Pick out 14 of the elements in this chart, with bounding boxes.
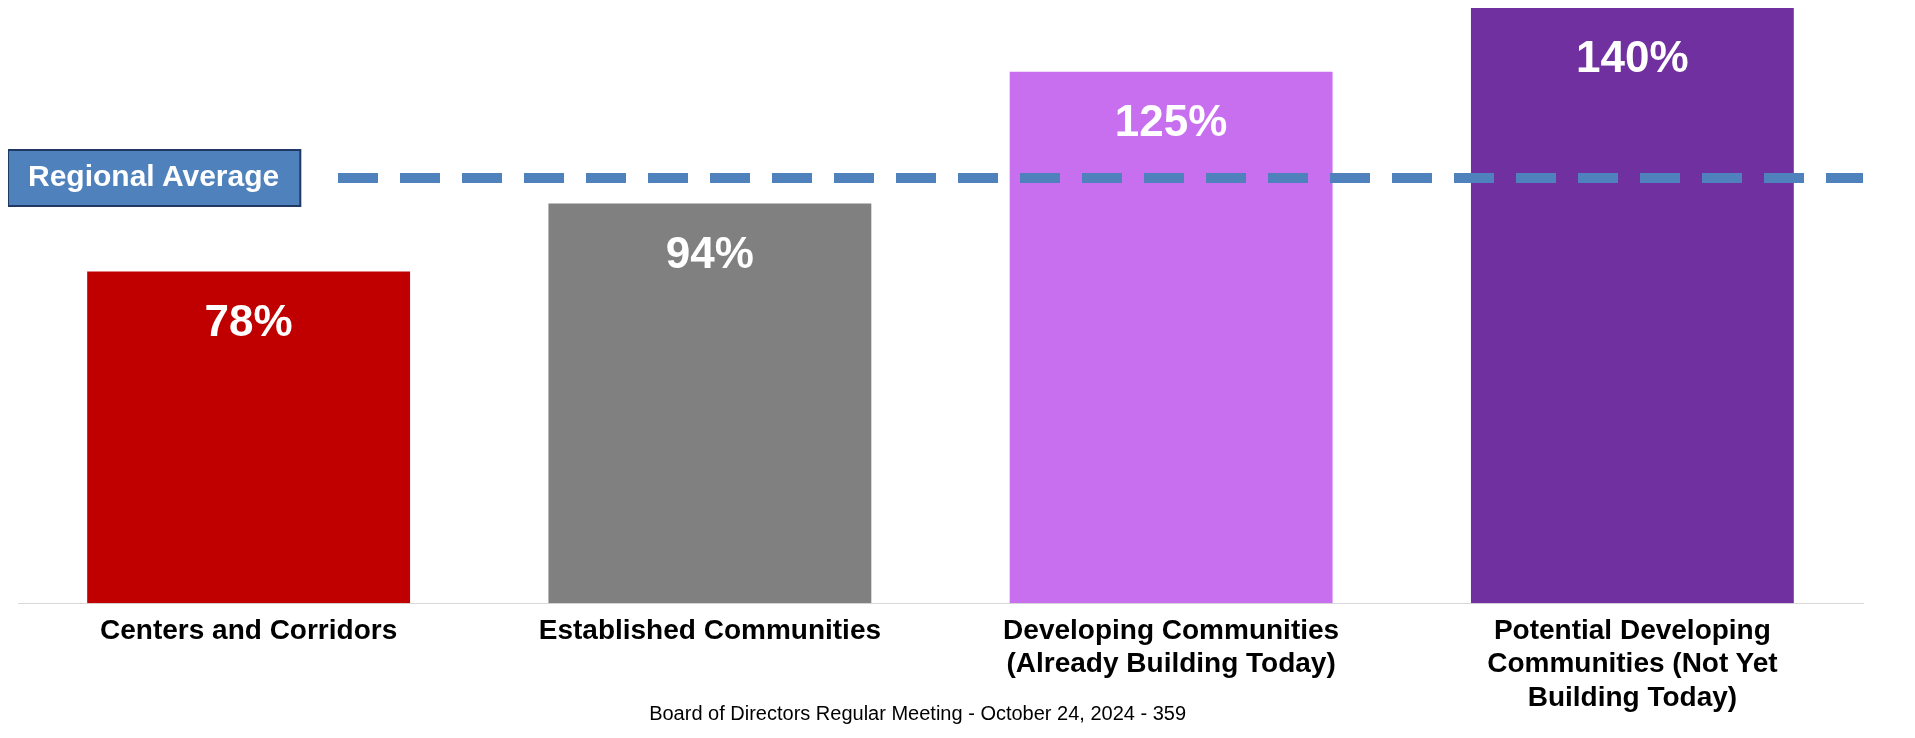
data-label: 78% xyxy=(204,295,293,345)
bar xyxy=(87,271,411,604)
bar xyxy=(1470,8,1794,604)
data-label: 94% xyxy=(665,227,754,277)
x-tick-label: Developing Communities (Already Building Today) xyxy=(1003,613,1340,679)
text: Board of Directors Regular Meeting - October 24, 2024 - 359 xyxy=(649,701,1187,724)
bar xyxy=(1009,71,1333,604)
data-label: 125% xyxy=(1114,95,1228,145)
x-tick-label: Established Communities xyxy=(538,613,882,645)
x-tick-label: Potential Developing Communities (Not Yet Building Today) xyxy=(1487,613,1778,712)
data-label: 140% xyxy=(1576,32,1689,82)
bar xyxy=(548,203,872,604)
x-tick-label: Centers and Corridors xyxy=(100,613,398,645)
ref-line-label: Regional Average xyxy=(28,159,280,193)
